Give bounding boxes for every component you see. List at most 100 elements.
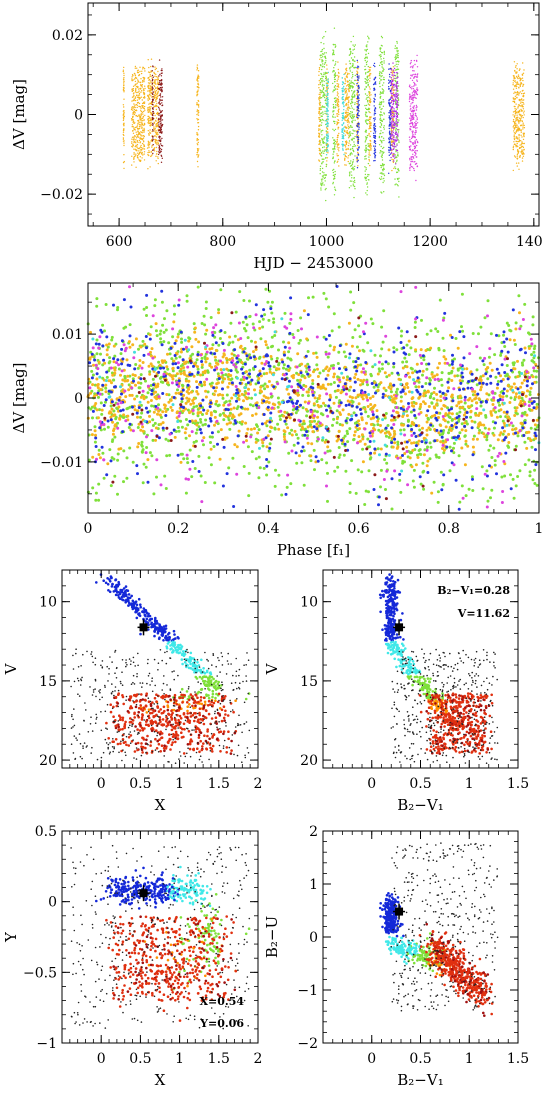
data-point (460, 325, 463, 329)
data-point (343, 73, 345, 76)
data-point (411, 479, 415, 483)
data-point (395, 61, 397, 63)
data-point (396, 159, 398, 161)
data-point (180, 383, 184, 387)
data-point (142, 79, 144, 82)
data-point (374, 159, 376, 162)
data-point (348, 89, 350, 92)
data-point (414, 122, 416, 124)
data-point (348, 490, 352, 494)
data-point (131, 106, 134, 108)
data-point (403, 356, 407, 360)
data-point (356, 76, 359, 78)
data-point (411, 65, 413, 68)
data-point (391, 133, 393, 135)
data-point (521, 83, 523, 85)
data-point (333, 50, 335, 52)
data-point (518, 92, 521, 94)
data-point (196, 109, 199, 111)
data-point (143, 135, 145, 138)
data-point (388, 63, 390, 65)
data-point (110, 440, 114, 443)
data-point (326, 137, 328, 139)
data-point (333, 194, 336, 196)
data-point (351, 87, 354, 89)
data-point (321, 158, 323, 160)
data-point (438, 298, 442, 302)
data-point (139, 373, 143, 377)
data-point (140, 113, 142, 115)
data-point (302, 483, 306, 487)
data-point (409, 159, 411, 161)
data-point (366, 101, 369, 103)
data-point (153, 84, 155, 87)
data-point (513, 101, 516, 104)
data-point (197, 112, 199, 114)
data-point (278, 418, 282, 421)
data-point (324, 120, 326, 122)
data-point (398, 141, 400, 144)
data-point (379, 119, 382, 122)
data-point (322, 129, 324, 132)
data-point (394, 45, 397, 47)
data-point (283, 311, 287, 315)
data-point (522, 155, 525, 157)
data-point (365, 167, 367, 169)
data-point (412, 135, 415, 138)
data-point (151, 78, 154, 81)
data-point (366, 97, 368, 99)
data-point (344, 119, 346, 122)
data-point (143, 145, 145, 147)
data-point (533, 468, 537, 472)
data-point (258, 320, 262, 324)
data-point (196, 151, 199, 154)
data-point (421, 373, 424, 377)
data-point (116, 452, 120, 456)
data-point (325, 187, 327, 190)
data-point (531, 478, 535, 482)
data-point (518, 104, 520, 106)
data-point (503, 345, 507, 348)
data-point (137, 152, 139, 154)
data-point (113, 435, 117, 439)
data-point (396, 100, 398, 102)
data-point (515, 120, 517, 122)
data-point (521, 92, 523, 95)
data-point (218, 337, 222, 340)
data-point (133, 105, 135, 108)
data-point (346, 116, 348, 118)
data-point (396, 184, 399, 186)
data-point (125, 456, 129, 460)
data-point (262, 466, 266, 470)
data-point (157, 131, 159, 134)
data-point (320, 183, 322, 186)
data-point (350, 80, 352, 82)
data-point (259, 337, 263, 341)
data-point (367, 490, 370, 494)
data-point (149, 142, 151, 144)
data-point (391, 97, 393, 99)
data-point (334, 143, 337, 145)
data-point (396, 71, 398, 74)
data-point (218, 413, 222, 417)
data-point (350, 459, 354, 463)
data-point (425, 367, 429, 371)
data-point (516, 92, 518, 94)
data-point (383, 68, 385, 71)
data-point (512, 120, 515, 123)
data-point (532, 350, 536, 354)
data-point (155, 105, 157, 108)
data-point (138, 153, 140, 156)
data-point (152, 118, 154, 120)
data-point (291, 333, 295, 336)
data-point (352, 149, 355, 152)
data-point (517, 126, 519, 128)
data-point (365, 112, 368, 114)
data-point (154, 114, 156, 117)
data-point (412, 130, 414, 132)
data-point (392, 156, 394, 158)
data-point (333, 469, 337, 473)
data-point (513, 61, 516, 63)
data-point (523, 124, 525, 127)
data-point (342, 96, 344, 98)
